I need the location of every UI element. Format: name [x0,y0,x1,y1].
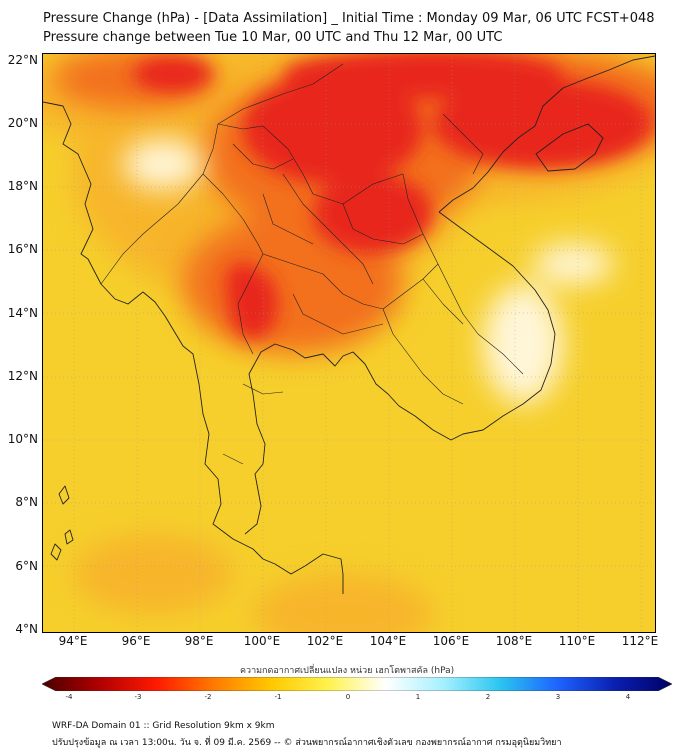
colorbar-title: ความกดอากาศเปลี่ยนแปลง หน่วย เฮกโตพาสคัล… [240,666,455,676]
update-credit: ปรับปรุงข้อมูล ณ เวลา 13:00น. วัน จ. ที่… [52,738,562,748]
lat-label: 22°N [7,53,38,67]
lon-label: 98°E [184,634,214,648]
colorbar-tick: -2 [204,693,212,701]
admin-boundaries [100,63,524,465]
lat-label: 4°N [15,622,38,636]
lon-label: 106°E [432,634,470,648]
coastlines [43,55,655,594]
map-subtitle: Pressure change between Tue 10 Mar, 00 U… [43,30,503,45]
map-canvas [43,54,655,632]
lat-label: 6°N [15,559,38,573]
lon-label: 108°E [495,634,533,648]
lon-label: 112°E [621,634,659,648]
lat-label: 10°N [7,432,38,446]
lon-label: 102°E [306,634,344,648]
lon-label: 94°E [58,634,88,648]
lon-label: 104°E [369,634,407,648]
colorbar-tick: 2 [485,693,491,701]
lon-label: 110°E [558,634,596,648]
graticule [43,54,655,632]
lat-label: 18°N [7,179,38,193]
near-zero-regions [123,139,613,404]
colorbar-gradient [42,677,672,691]
colorbar-tick: -4 [65,693,73,701]
colorbar-tick: 4 [625,693,631,701]
colorbar-tick: 0 [345,693,351,701]
model-info: WRF-DA Domain 01 :: Grid Resolution 9km … [52,721,275,731]
colorbar-tick: -1 [274,693,282,701]
lat-label: 12°N [7,369,38,383]
lon-label: 96°E [121,634,151,648]
colorbar [42,677,672,691]
colorbar-tick: 3 [555,693,561,701]
lat-label: 20°N [7,116,38,130]
map-title: Pressure Change (hPa) - [Data Assimilati… [43,11,655,26]
lat-label: 14°N [7,306,38,320]
colorbar-tick: 1 [415,693,421,701]
lon-label: 100°E [243,634,281,648]
lat-label: 16°N [7,242,38,256]
colorbar-tick: -3 [134,693,142,701]
lat-label: 8°N [15,495,38,509]
pressure-change-map [42,53,656,633]
